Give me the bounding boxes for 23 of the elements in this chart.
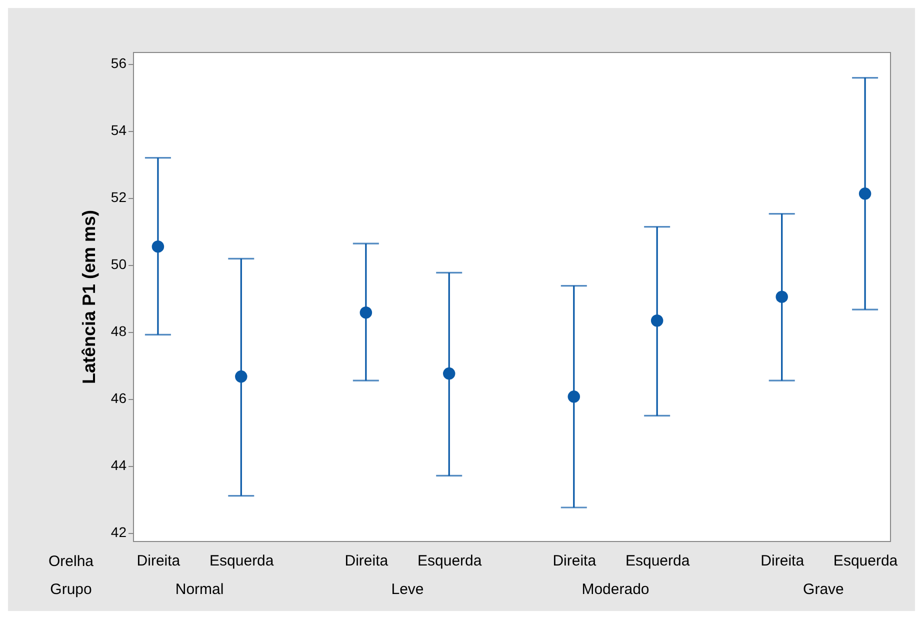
y-tick-label: 46: [110, 390, 127, 406]
x-tick-label: Esquerda: [625, 552, 690, 570]
x-tick-label: Direita: [552, 552, 597, 570]
y-tick-label: 56: [110, 55, 127, 72]
x-tick-label: Direita: [136, 552, 181, 570]
x-tick-label: Esquerda: [418, 552, 482, 570]
text: Leve: [391, 581, 424, 598]
y-tick-label: 54: [110, 122, 127, 138]
text: Normal: [175, 581, 224, 598]
text: Grave: [803, 581, 844, 598]
y-tick-label: 48: [110, 323, 127, 340]
x-tick-label: Direita: [760, 552, 805, 570]
y-axis-title: Latência P1 (em ms): [78, 210, 99, 384]
x-tick-label: Esquerda: [833, 552, 898, 570]
x-tick-label: Direita: [344, 552, 389, 570]
y-tick-label: 42: [110, 524, 127, 540]
y-tick-label: 44: [110, 457, 127, 474]
x-tick-label: Esquerda: [210, 552, 274, 570]
y-tick-label: 52: [110, 189, 127, 206]
text: Moderado: [582, 581, 650, 598]
text: Grupo: [50, 581, 92, 598]
y-tick-label: 50: [110, 256, 127, 272]
text: Orelha: [48, 553, 94, 570]
